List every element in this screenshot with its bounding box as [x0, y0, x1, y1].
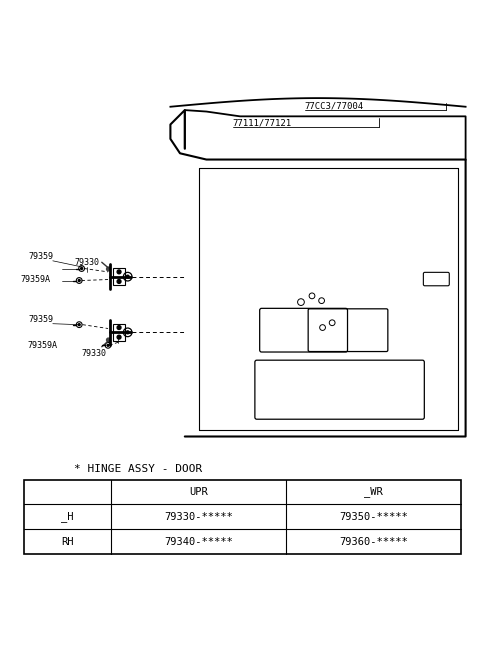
Text: _WR: _WR	[364, 487, 383, 497]
Text: UPR: UPR	[189, 487, 208, 497]
Text: 79340-*****: 79340-*****	[164, 537, 233, 547]
Text: 79330: 79330	[74, 258, 99, 267]
Text: * HINGE ASSY - DOOR: * HINGE ASSY - DOOR	[74, 464, 203, 474]
Circle shape	[78, 324, 80, 326]
Circle shape	[117, 326, 121, 329]
Circle shape	[107, 344, 109, 346]
Circle shape	[107, 338, 110, 342]
Bar	[113, 268, 125, 285]
Text: 79330: 79330	[82, 349, 107, 358]
Text: RH: RH	[61, 537, 74, 547]
Circle shape	[117, 279, 121, 283]
Text: 79350-*****: 79350-*****	[339, 512, 408, 522]
Text: 79330-*****: 79330-*****	[164, 512, 233, 522]
Bar	[113, 324, 125, 341]
Text: _H: _H	[61, 511, 74, 522]
Circle shape	[107, 267, 110, 271]
Text: 77111/77121: 77111/77121	[233, 119, 292, 128]
Bar	[24, 480, 461, 554]
Text: 79359A: 79359A	[28, 341, 58, 350]
Circle shape	[78, 279, 80, 281]
Circle shape	[126, 331, 129, 334]
Text: 79359A: 79359A	[20, 275, 50, 284]
Circle shape	[117, 335, 121, 339]
Text: 77CC3/77004: 77CC3/77004	[305, 102, 364, 110]
Circle shape	[81, 267, 83, 269]
Circle shape	[117, 270, 121, 274]
Text: 79359: 79359	[29, 252, 54, 261]
Text: 79360-*****: 79360-*****	[339, 537, 408, 547]
Circle shape	[126, 275, 129, 278]
Text: 79359: 79359	[29, 315, 54, 324]
